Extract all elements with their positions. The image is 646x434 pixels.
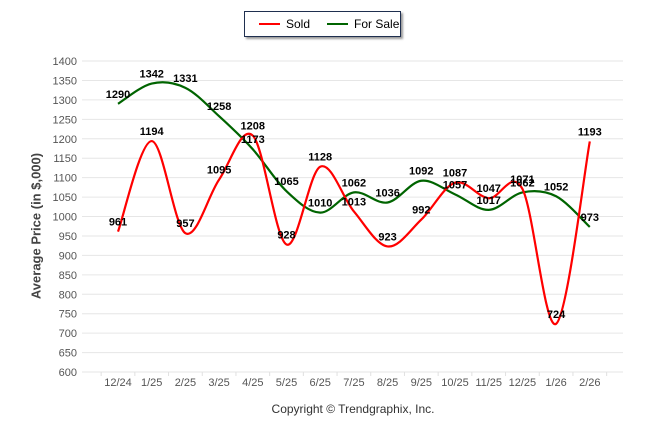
y-tick-label: 950 <box>59 231 77 243</box>
data-label-for-sale: 1062 <box>342 177 366 189</box>
y-tick-label: 600 <box>59 367 77 379</box>
data-label-sold: 928 <box>277 229 295 241</box>
legend-item-for-sale[interactable]: For Sale <box>327 17 399 31</box>
data-label-sold: 1193 <box>578 126 602 138</box>
x-tick-label: 6/25 <box>309 377 330 389</box>
x-tick-label: 12/25 <box>509 377 537 389</box>
x-tick-label: 12/24 <box>104 377 132 389</box>
y-tick-label: 800 <box>59 289 77 301</box>
legend-swatch-for-sale <box>327 23 349 25</box>
data-label-for-sale: 1036 <box>375 188 399 200</box>
data-label-sold: 1071 <box>510 174 534 186</box>
x-tick-label: 5/25 <box>276 377 297 389</box>
y-tick-label: 1050 <box>53 192 77 204</box>
y-tick-label: 1100 <box>53 173 77 185</box>
data-label-sold: 957 <box>176 218 194 230</box>
legend-item-sold[interactable]: Sold <box>259 17 310 31</box>
x-tick-label: 2/26 <box>579 377 600 389</box>
y-tick-label: 900 <box>59 250 77 262</box>
data-label-for-sale: 1290 <box>106 89 130 101</box>
series-line-for-sale <box>117 81 591 228</box>
data-label-sold: 1208 <box>241 121 265 133</box>
data-label-sold: 961 <box>109 217 127 229</box>
y-tick-label: 650 <box>59 348 77 360</box>
y-tick-label: 1350 <box>53 75 77 87</box>
x-tick-label: 3/25 <box>208 377 229 389</box>
data-label-sold: 724 <box>547 309 566 321</box>
y-tick-label: 700 <box>59 328 77 340</box>
data-label-for-sale: 973 <box>581 212 599 224</box>
y-tick-label: 1400 <box>53 56 77 68</box>
y-tick-label: 1300 <box>53 95 77 107</box>
x-tick-label: 11/25 <box>475 377 502 389</box>
legend: Sold For Sale <box>244 11 401 37</box>
y-tick-label: 850 <box>59 270 77 282</box>
y-tick-label: 750 <box>59 309 77 321</box>
series-lines <box>116 81 591 325</box>
x-axis-ticks: 12/24 1/25 2/25 3/25 4/25 5/25 6/25 7/25 8/25 9/2… <box>100 372 608 389</box>
x-tick-label: 1/26 <box>545 377 566 389</box>
legend-label-sold: Sold <box>286 17 311 31</box>
data-label-for-sale: 1062 <box>510 177 534 189</box>
data-label-for-sale: 1342 <box>139 69 163 81</box>
data-label-sold: 923 <box>378 231 396 243</box>
copyright-text: Copyright © Trendgraphix, Inc. <box>271 402 435 416</box>
data-label-for-sale: 1331 <box>173 73 197 85</box>
data-label-sold: 1194 <box>140 126 165 138</box>
series-line-sold <box>116 132 591 325</box>
data-label-sold: 1128 <box>308 152 332 164</box>
legend-label-for-sale: For Sale <box>354 17 400 31</box>
data-label-for-sale: 1052 <box>544 181 568 193</box>
y-axis-label: Average Price (in $,000) <box>28 152 44 300</box>
data-label-for-sale: 1258 <box>207 101 231 113</box>
x-tick-label: 1/25 <box>141 377 162 389</box>
grid-lines <box>82 60 623 373</box>
y-tick-label: 1200 <box>53 134 77 146</box>
data-label-sold: 992 <box>412 205 430 217</box>
data-label-for-sale: 1057 <box>443 179 467 191</box>
data-label-for-sale: 1173 <box>241 134 265 146</box>
x-tick-label: 9/25 <box>411 377 432 389</box>
data-label-for-sale: 1065 <box>274 176 298 188</box>
y-tick-label: 1000 <box>53 212 77 224</box>
data-label-sold: 1095 <box>207 165 231 177</box>
data-label-sold: 1013 <box>342 196 366 208</box>
data-label-for-sale: 1017 <box>476 195 500 207</box>
x-tick-label: 7/25 <box>343 377 364 389</box>
y-tick-label: 1250 <box>53 114 77 126</box>
data-label-for-sale: 1092 <box>409 166 433 178</box>
x-tick-label: 10/25 <box>441 377 469 389</box>
x-tick-label: 4/25 <box>242 377 263 389</box>
legend-swatch-sold <box>259 23 280 25</box>
data-label-sold: 1047 <box>476 183 500 195</box>
data-label-for-sale: 1010 <box>308 198 332 210</box>
y-tick-label: 1150 <box>53 153 77 165</box>
data-labels: 9611194957109512089281128101392399210871… <box>106 69 602 321</box>
y-axis-ticks: 600 650 700 750 800 850 900 950 1000 1050 1100 1150… <box>53 56 77 379</box>
x-tick-label: 2/25 <box>175 377 196 389</box>
x-tick-label: 8/25 <box>377 377 398 389</box>
data-label-sold: 1087 <box>443 168 467 180</box>
